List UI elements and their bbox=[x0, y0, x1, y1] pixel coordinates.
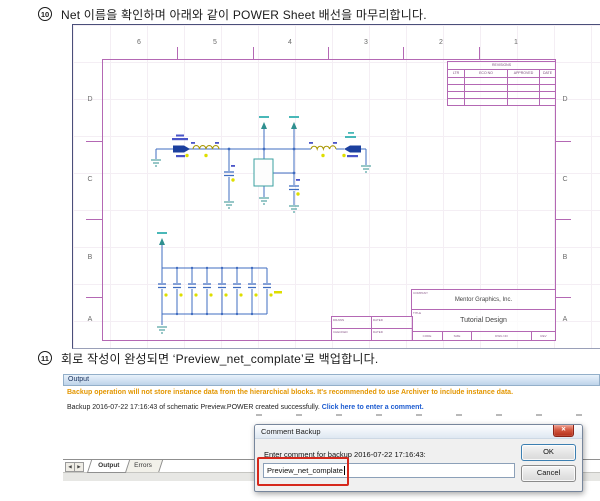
step-10: 10 Net 이름을 확인하며 아래와 같이 POWER Sheet 배선을 마… bbox=[38, 6, 427, 23]
ok-button[interactable]: OK bbox=[521, 444, 576, 461]
frame-tick bbox=[555, 219, 571, 220]
frame-tick bbox=[403, 47, 404, 59]
revision-col-date: DATE bbox=[542, 71, 553, 75]
row-label: C bbox=[562, 176, 568, 183]
frame-tick bbox=[479, 47, 480, 59]
artifact-dashes bbox=[256, 414, 596, 416]
company-label: COMPANY bbox=[413, 291, 428, 295]
comment-input-value: Preview_net_complate bbox=[267, 466, 343, 475]
frame-tick bbox=[555, 141, 571, 142]
annotation-red-box bbox=[257, 457, 349, 486]
ground-symbols bbox=[151, 159, 371, 334]
comment-prompt-label: Enter comment for backup 2016-07-22 17:1… bbox=[264, 450, 426, 459]
col-label: 5 bbox=[213, 39, 217, 46]
revision-col-ltr: LTR bbox=[448, 70, 465, 77]
revision-table-title: REVISIONS bbox=[448, 62, 555, 70]
row-label: C bbox=[87, 176, 93, 183]
rev-cell: REV bbox=[540, 334, 547, 338]
frame-tick bbox=[253, 47, 254, 59]
revision-table: REVISIONS LTR ECO NO APPROVED DATE bbox=[447, 61, 556, 106]
text-caret bbox=[343, 466, 345, 475]
col-label: 6 bbox=[137, 39, 141, 46]
power-symbols bbox=[159, 122, 297, 245]
output-panel-header: Output bbox=[63, 374, 600, 386]
step-10-number: 10 bbox=[38, 7, 52, 21]
row-label: A bbox=[562, 316, 568, 323]
drawn-cell: DRAWN bbox=[332, 317, 372, 329]
backup-warning-text: Backup operation will not store instance… bbox=[67, 389, 514, 396]
col-label: 3 bbox=[364, 39, 368, 46]
frame-tick bbox=[86, 141, 102, 142]
dialog-title: Comment Backup bbox=[261, 427, 321, 436]
step-11: 11 회로 작성이 완성되면 ‘Preview_net_complate’로 백… bbox=[38, 350, 378, 367]
ref-labels bbox=[172, 134, 358, 181]
col-label: 4 bbox=[288, 39, 292, 46]
schematic-frame bbox=[102, 59, 556, 341]
revision-col-app: APPROVED bbox=[508, 70, 540, 77]
backup-success-text: Backup 2016-07-22 17:16:43 of schematic … bbox=[67, 404, 320, 411]
row-label: B bbox=[87, 254, 93, 261]
title-label: TITLE bbox=[413, 311, 422, 315]
dwg-cell: DWG NO bbox=[472, 332, 532, 340]
ic-block bbox=[253, 158, 274, 187]
step-11-text: 회로 작성이 완성되면 ‘Preview_net_complate’로 백업합니… bbox=[61, 352, 379, 366]
col-label: 1 bbox=[514, 39, 518, 46]
dated-cell: DATED bbox=[372, 317, 412, 329]
close-icon[interactable]: ✕ bbox=[553, 425, 574, 437]
size-cell: SIZE bbox=[443, 332, 472, 340]
wires bbox=[155, 129, 367, 325]
tab-scroll-right-icon[interactable]: ▶ bbox=[74, 462, 84, 472]
row-label: D bbox=[562, 96, 568, 103]
row-label: A bbox=[87, 316, 93, 323]
connector-components bbox=[173, 145, 361, 153]
junction-dots bbox=[175, 147, 296, 316]
frame-tick bbox=[328, 47, 329, 59]
backup-message-line: Backup 2016-07-22 17:16:43 of schematic … bbox=[67, 404, 424, 411]
dialog-title-bar[interactable]: Comment Backup ✕ bbox=[255, 425, 582, 439]
schematic-viewport: 6 5 4 3 2 1 D C B A D C B A REVISIONS LT… bbox=[72, 24, 600, 349]
step-10-text: Net 이름을 확인하며 아래와 같이 POWER Sheet 배선을 마무리합… bbox=[61, 8, 427, 22]
col-label: 2 bbox=[439, 39, 443, 46]
dated-cell: DATED bbox=[373, 329, 383, 334]
comment-backup-dialog: Comment Backup ✕ Enter comment for backu… bbox=[254, 424, 583, 492]
inductor-coils bbox=[192, 145, 337, 151]
capacitor-plates bbox=[158, 171, 299, 289]
tab-output[interactable]: Output bbox=[86, 460, 131, 473]
title-block: COMPANY Mentor Graphics, Inc. TITLE Tuto… bbox=[411, 289, 556, 341]
schematic-circuit bbox=[151, 116, 371, 334]
company-name: Mentor Graphics, Inc. bbox=[454, 297, 513, 303]
frame-tick bbox=[177, 47, 178, 59]
row-label: B bbox=[562, 254, 568, 261]
checked-cell: CHECKED bbox=[332, 328, 372, 340]
value-labels bbox=[164, 153, 346, 297]
comment-input[interactable]: Preview_net_complate bbox=[263, 463, 515, 478]
row-label: D bbox=[87, 96, 93, 103]
code-cell: CODE bbox=[412, 332, 443, 340]
title-block-signoff: DRAWN DATED CHECKED DATED bbox=[331, 316, 413, 341]
cancel-button[interactable]: Cancel bbox=[521, 465, 576, 482]
enter-comment-link[interactable]: Click here to enter a comment. bbox=[321, 404, 424, 411]
design-title: Tutorial Design bbox=[460, 317, 507, 324]
revision-col-eco: ECO NO bbox=[465, 70, 508, 77]
frame-tick bbox=[86, 219, 102, 220]
step-11-number: 11 bbox=[38, 351, 52, 365]
frame-tick bbox=[555, 297, 571, 298]
frame-tick bbox=[86, 297, 102, 298]
